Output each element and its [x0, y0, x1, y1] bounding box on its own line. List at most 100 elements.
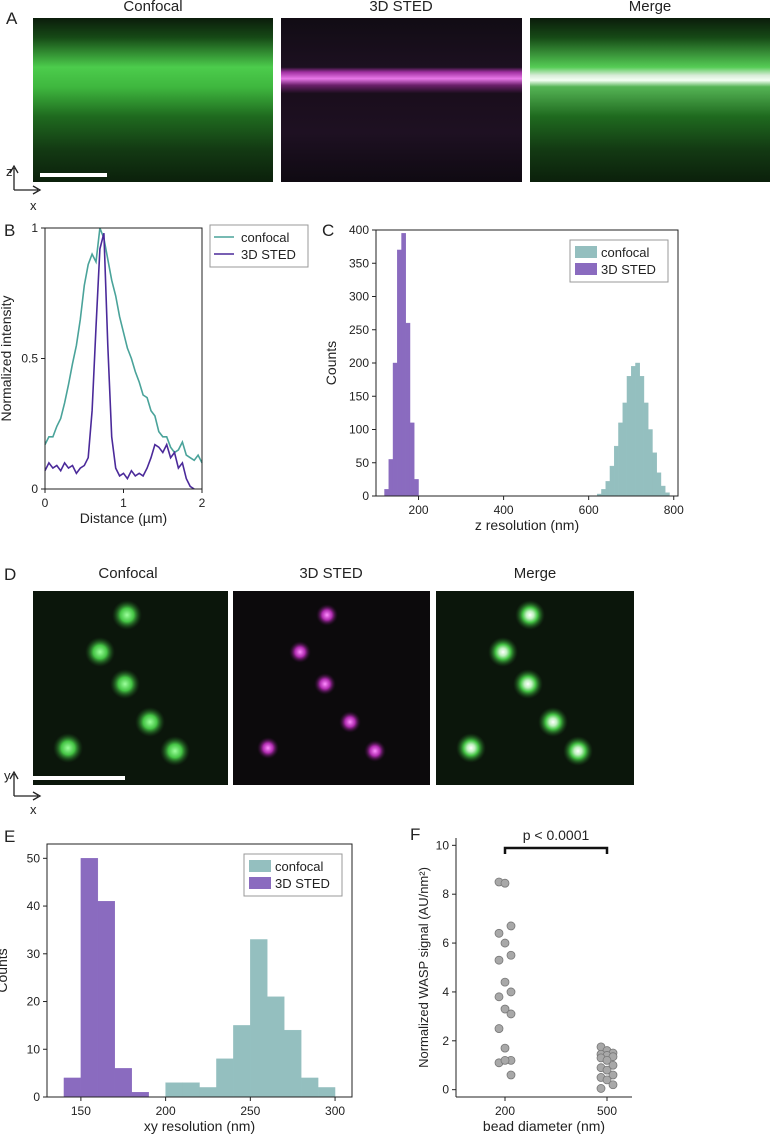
legend-label: 3D STED: [275, 876, 330, 891]
hist-bar: [250, 939, 268, 1098]
panel-label: D: [4, 565, 16, 584]
x-tick-label: 150: [71, 1104, 91, 1118]
data-point: [506, 950, 516, 960]
x-tick-label: 300: [325, 1104, 345, 1118]
data-point: [506, 1009, 516, 1019]
legend-label: confocal: [601, 245, 650, 260]
bead-spot: [160, 736, 190, 766]
data-point: [506, 1070, 516, 1080]
bead-spot: [53, 733, 83, 763]
legend-swatch: [249, 860, 271, 872]
bead-spot: [135, 707, 165, 737]
data-point: [500, 1004, 510, 1014]
y-tick-label: 0.5: [21, 352, 38, 366]
hist-bar: [131, 1092, 149, 1098]
y-tick-label: 300: [349, 290, 369, 304]
y-tick-label: 0: [31, 482, 38, 496]
y-tick-label: 0: [33, 1090, 40, 1104]
y-tick-label: 10: [27, 1042, 41, 1056]
bead-spot: [538, 707, 568, 737]
image: [281, 18, 522, 182]
line-series: [44, 227, 203, 464]
hist-bar: [414, 479, 419, 497]
hist-bar: [401, 233, 406, 497]
legend-label: confocal: [275, 859, 324, 874]
y-tick-label: 8: [442, 887, 449, 901]
hist-bar: [652, 452, 657, 497]
plot-frame: [46, 843, 353, 1098]
hist-bar: [643, 402, 649, 497]
hist-bar: [618, 422, 623, 497]
hist-bar: [613, 445, 619, 497]
y-tick-label: 100: [349, 423, 369, 437]
hist-bar: [622, 402, 628, 497]
y-tick-label: 400: [349, 223, 369, 237]
y-tick-label: 4: [442, 985, 449, 999]
hist-bar: [656, 472, 662, 497]
panel-label: B: [4, 221, 15, 240]
bead-spot: [112, 600, 142, 630]
y-tick-label: 150: [349, 389, 369, 403]
hist-bar: [80, 858, 99, 1098]
legend-label: confocal: [241, 230, 290, 245]
hist-bar: [635, 362, 640, 497]
hist-bar: [648, 429, 653, 497]
y-tick-label: 30: [27, 947, 41, 961]
scale-bar: [33, 776, 125, 780]
legend-label: 3D STED: [241, 247, 296, 262]
y-tick-label: 2: [442, 1034, 449, 1048]
x-axis-label: Distance (µm): [80, 510, 167, 526]
legend-swatch: [575, 263, 597, 275]
hist-bar: [405, 322, 411, 497]
data-point: [608, 1070, 618, 1080]
bead-spot: [488, 637, 518, 667]
hist-bar: [626, 376, 632, 497]
data-point: [500, 1043, 510, 1053]
plot-frame: [375, 229, 679, 497]
y-tick-label: 250: [349, 323, 369, 337]
bead-spot: [314, 673, 336, 695]
data-point: [500, 938, 510, 948]
x-tick-label: 2: [199, 496, 206, 510]
line-series: [44, 233, 195, 490]
hist-bar: [639, 376, 645, 497]
panel-label: F: [410, 825, 420, 844]
bead-spot: [289, 641, 311, 663]
y-tick-label: 200: [349, 356, 369, 370]
x-tick-label: 400: [494, 503, 514, 517]
hist-bar: [601, 489, 606, 497]
y-tick-label: 0: [362, 489, 369, 503]
panel-label: A: [6, 9, 18, 28]
data-point: [494, 955, 504, 965]
y-axis-label: Normalized WASP signal (AU/nm²): [416, 867, 431, 1068]
image-title: Confocal: [123, 0, 182, 15]
axis-letter: x: [30, 802, 37, 817]
bead-spot: [339, 711, 361, 733]
scale-bar: [40, 173, 107, 177]
hist-bar: [267, 996, 285, 1098]
data-point: [602, 1075, 612, 1085]
hist-bar: [182, 1082, 200, 1098]
x-tick-label: 0: [42, 496, 49, 510]
data-point: [500, 878, 510, 888]
hist-bar: [216, 1058, 234, 1098]
bead-spots: [53, 600, 593, 766]
hist-bar: [392, 362, 398, 497]
hist-bar: [605, 481, 611, 497]
hist-bar: [609, 465, 615, 497]
data-point: [506, 921, 516, 931]
hist-bar: [631, 366, 636, 497]
panel-label: C: [322, 221, 334, 240]
y-tick-label: 50: [27, 851, 41, 865]
data-point: [506, 987, 516, 997]
axis-letter: z: [6, 164, 13, 179]
x-tick-label: 200: [409, 503, 429, 517]
data-point: [494, 928, 504, 938]
y-axis-label: Counts: [323, 341, 339, 385]
data-point: [602, 1055, 612, 1065]
hist-bar: [300, 1077, 319, 1098]
hist-bar: [317, 1087, 336, 1098]
hist-bar: [97, 901, 115, 1098]
x-tick-label: 800: [664, 503, 684, 517]
